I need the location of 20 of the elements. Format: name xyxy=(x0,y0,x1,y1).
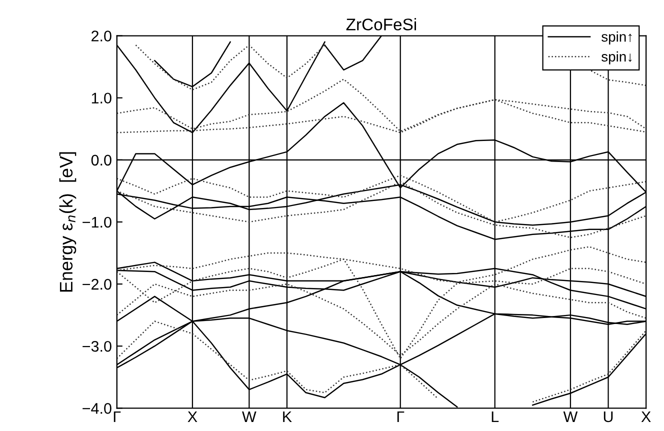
chart-title: ZrCoFeSi xyxy=(346,18,416,30)
x-tick-label: Γ xyxy=(397,411,404,422)
x-tick-label: W xyxy=(563,411,578,422)
y-tick-label: −1.0 xyxy=(82,216,112,228)
y-tick-label: 1.0 xyxy=(92,92,112,104)
y-tick-label: −4.0 xyxy=(82,403,112,414)
y-tick-label: 0.0 xyxy=(91,154,112,166)
y-tick-label: −3.0 xyxy=(82,340,112,352)
x-tick-label: K xyxy=(283,411,292,422)
legend-label: spin↑ xyxy=(602,32,632,44)
y-tick-label: 2.0 xyxy=(92,30,112,42)
y-tick-label: −2.0 xyxy=(82,278,112,290)
x-tick-label: Γ xyxy=(114,411,121,422)
x-tick-label: L xyxy=(492,411,499,422)
x-tick-label: X xyxy=(188,411,198,422)
x-tick-label: U xyxy=(604,411,613,422)
x-tick-label: X xyxy=(641,411,651,422)
x-tick-label: W xyxy=(242,411,256,422)
y-axis-title: Energy ε$_{n}$(k) [eV] xyxy=(59,152,76,292)
legend-label: spin↓ xyxy=(602,51,632,64)
